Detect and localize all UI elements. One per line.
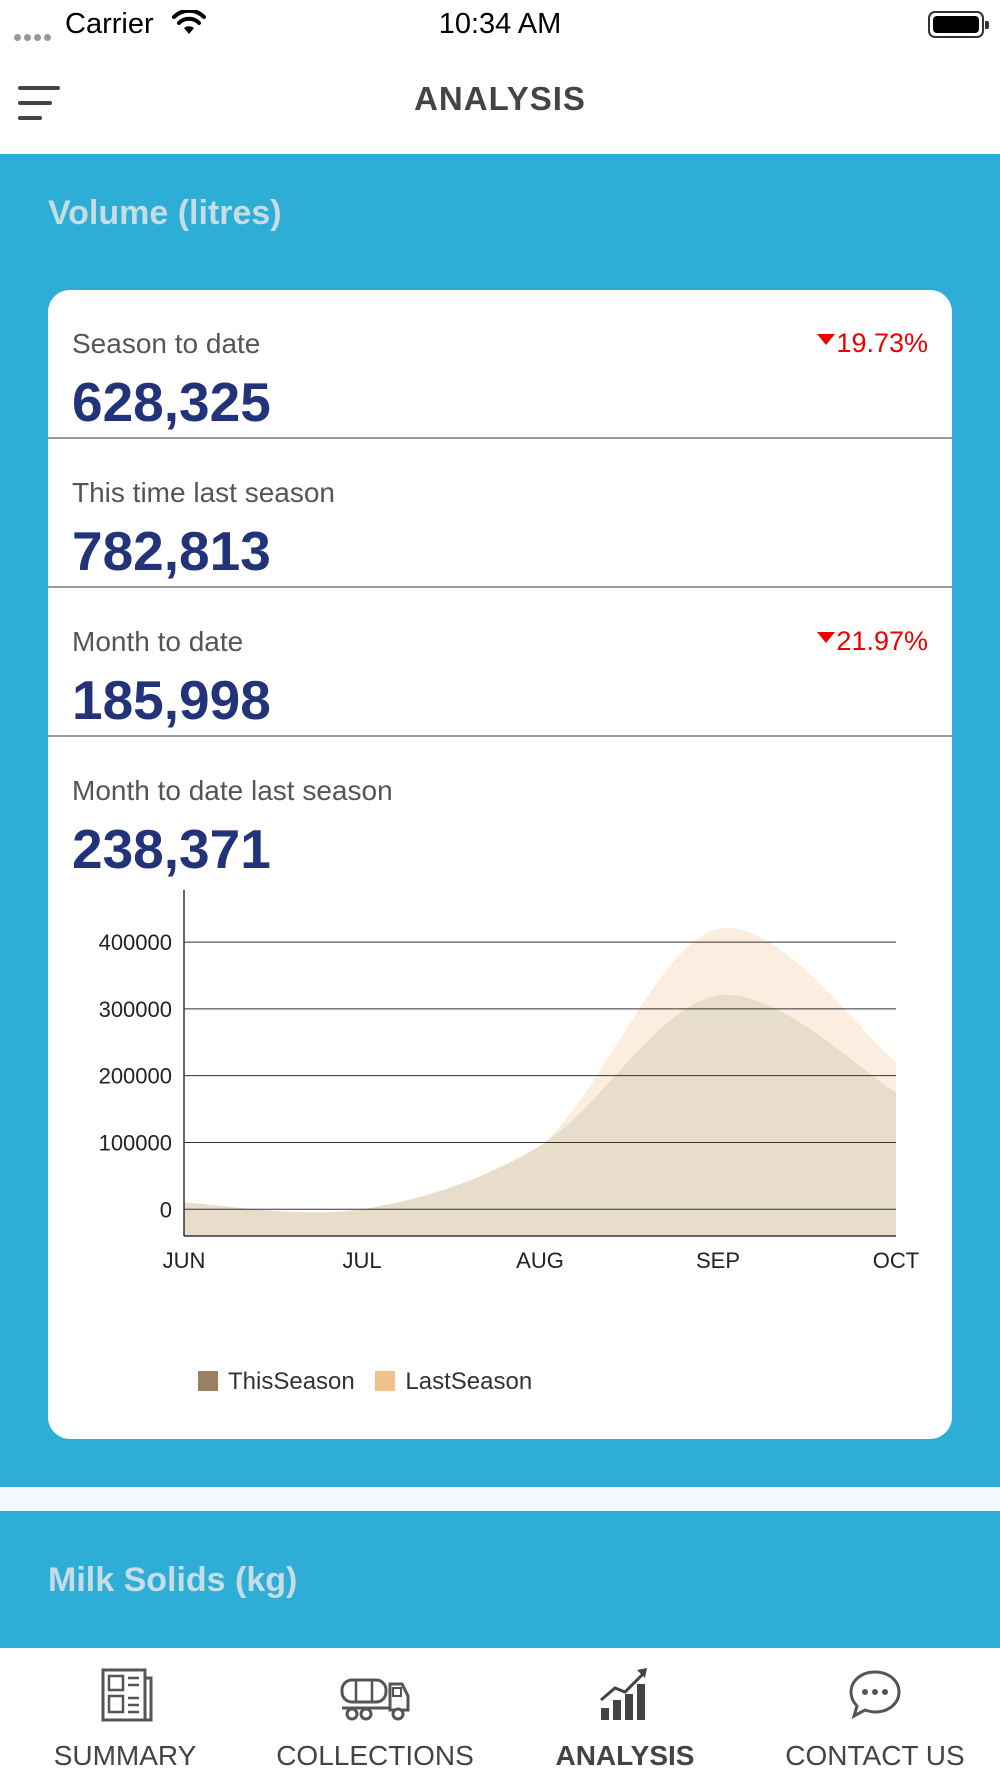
stat-value: 185,998 bbox=[72, 669, 271, 731]
bar-chart-trend-icon bbox=[500, 1664, 750, 1728]
clock-time: 10:34 AM bbox=[438, 8, 562, 40]
y-tick-label: 200000 bbox=[99, 1064, 172, 1089]
legend-label: LastSeason bbox=[405, 1368, 533, 1395]
stat-value: 238,371 bbox=[72, 818, 271, 880]
volume-area-chart: 0 100000 200000 300000 400000 JUN JUL AUG SEP OCT bbox=[48, 890, 952, 1360]
section-separator bbox=[0, 1487, 1000, 1511]
stat-this-time-last-season: This time last season 782,813 bbox=[48, 439, 952, 588]
newspaper-icon bbox=[0, 1664, 250, 1728]
stat-value: 782,813 bbox=[72, 520, 271, 582]
carrier-label: Carrier bbox=[65, 8, 154, 40]
legend-item-this-season: ThisSeason bbox=[198, 1368, 355, 1396]
tab-collections[interactable]: COLLECTIONS bbox=[250, 1648, 500, 1778]
chart-legend: ThisSeason LastSeason bbox=[198, 1368, 546, 1398]
y-tick-label: 0 bbox=[160, 1197, 172, 1222]
stat-change: 21.97% bbox=[817, 626, 928, 657]
bottom-tab-bar: SUMMARY COLLECTIONS bbox=[0, 1648, 1000, 1778]
legend-item-last-season: LastSeason bbox=[375, 1368, 532, 1396]
x-tick-label: SEP bbox=[696, 1248, 740, 1273]
volume-section: Volume (litres) Season to date 628,325 1… bbox=[0, 154, 1000, 1487]
stat-value: 628,325 bbox=[72, 371, 271, 433]
section-title-volume: Volume (litres) bbox=[48, 194, 282, 232]
chart-svg: 0 100000 200000 300000 400000 JUN JUL AUG SEP OCT bbox=[99, 890, 919, 1273]
app-header: ANALYSIS bbox=[0, 50, 1000, 154]
x-tick-label: OCT bbox=[873, 1248, 919, 1273]
milk-solids-section[interactable]: Milk Solids (kg) bbox=[0, 1511, 1000, 1648]
stat-label: This time last season bbox=[72, 477, 335, 508]
tab-contact-us[interactable]: CONTACT US bbox=[750, 1648, 1000, 1778]
legend-swatch bbox=[198, 1371, 218, 1391]
stat-label: Season to date bbox=[72, 328, 261, 359]
status-bar: Carrier 10:34 AM bbox=[0, 0, 1000, 50]
down-triangle-icon bbox=[817, 334, 836, 346]
tab-label: SUMMARY bbox=[53, 1740, 197, 1771]
x-tick-label: AUG bbox=[516, 1248, 564, 1273]
series-area-thisseason bbox=[184, 994, 896, 1236]
legend-swatch bbox=[375, 1371, 396, 1391]
y-tick-label: 300000 bbox=[99, 997, 172, 1022]
section-title-milk-solids: Milk Solids (kg) bbox=[48, 1561, 298, 1599]
tab-label: ANALYSIS bbox=[555, 1740, 695, 1771]
stat-month-to-date-last-season: Month to date last season 238,371 bbox=[48, 737, 952, 886]
stat-month-to-date: Month to date 185,998 21.97% bbox=[48, 588, 952, 737]
signal-dots-icon bbox=[14, 28, 58, 41]
hamburger-menu-icon[interactable] bbox=[18, 86, 60, 122]
battery-icon bbox=[928, 11, 989, 38]
page-title: ANALYSIS bbox=[414, 80, 586, 117]
tab-label: CONTACT US bbox=[785, 1740, 965, 1771]
tab-analysis[interactable]: ANALYSIS bbox=[500, 1648, 750, 1778]
volume-card: Season to date 628,325 19.73% This time … bbox=[48, 290, 952, 1439]
tab-label: COLLECTIONS bbox=[276, 1740, 474, 1771]
stat-change-value: 21.97% bbox=[836, 626, 928, 656]
stat-change-value: 19.73% bbox=[836, 328, 928, 358]
stat-change: 19.73% bbox=[817, 328, 928, 359]
down-triangle-icon bbox=[817, 632, 836, 644]
chat-bubble-icon bbox=[750, 1664, 1000, 1728]
x-tick-label: JUL bbox=[342, 1248, 381, 1273]
stat-label: Month to date bbox=[72, 626, 244, 657]
tanker-truck-icon bbox=[250, 1664, 500, 1728]
stat-season-to-date: Season to date 628,325 19.73% bbox=[48, 290, 952, 439]
tab-summary[interactable]: SUMMARY bbox=[0, 1648, 250, 1778]
stat-label: Month to date last season bbox=[72, 775, 393, 806]
wifi-icon bbox=[172, 8, 206, 41]
x-tick-label: JUN bbox=[163, 1248, 206, 1273]
legend-label: ThisSeason bbox=[228, 1368, 355, 1395]
y-tick-label: 400000 bbox=[99, 930, 172, 955]
y-tick-label: 100000 bbox=[99, 1130, 172, 1155]
